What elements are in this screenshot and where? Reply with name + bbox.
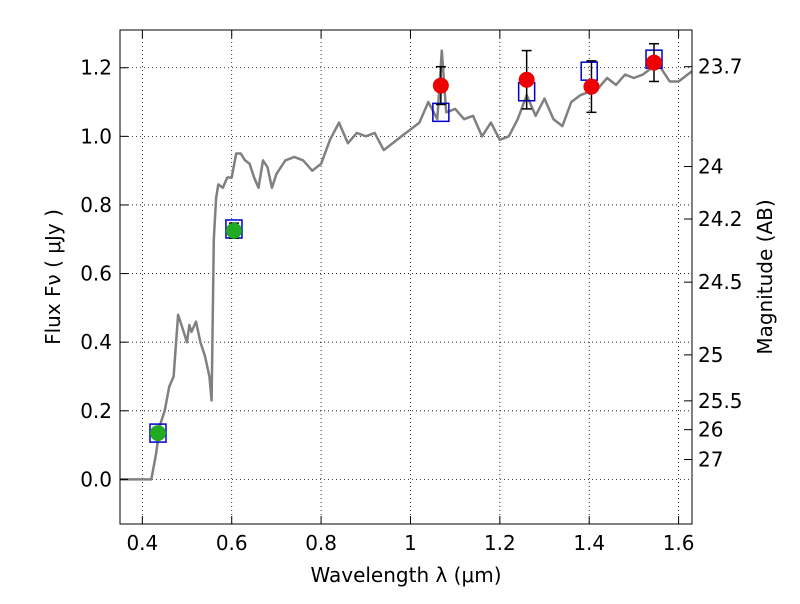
- plot-frame: [119, 29, 693, 525]
- y-tick-label: 0.8: [80, 193, 112, 217]
- data-layer: [120, 42, 693, 481]
- y-axis-label: Flux Fν ( μJy ): [41, 209, 65, 345]
- photometry-point: [646, 54, 663, 71]
- photometry-point: [583, 78, 600, 95]
- y-tick-label: 0.0: [80, 467, 112, 491]
- photometry-point: [432, 77, 449, 94]
- photometry-point: [149, 425, 166, 442]
- y-tick-label: 1.2: [80, 56, 112, 80]
- x-tick-label: 1.4: [573, 531, 605, 555]
- spectrum-line: [120, 49, 693, 481]
- x-tick-label: 0.6: [216, 531, 248, 555]
- y2-tick-label: 26: [698, 418, 723, 442]
- x-tick-label: 1.2: [484, 531, 516, 555]
- y-tick-label: 1.0: [80, 124, 112, 148]
- y2-tick-label: 24.2: [698, 207, 743, 231]
- y-tick-label: 0.6: [80, 262, 112, 286]
- y2-tick-label: 25: [698, 343, 723, 367]
- x-tick-label: 0.8: [305, 531, 337, 555]
- y2-tick-label: 27: [698, 448, 723, 472]
- photometry-point: [518, 71, 535, 88]
- y2-tick-label: 23.7: [698, 55, 743, 79]
- y-tick-label: 0.4: [80, 330, 112, 354]
- photometry-point: [225, 222, 242, 239]
- x-tick-label: 0.4: [126, 531, 158, 555]
- x-tick-label: 1.6: [663, 531, 695, 555]
- y2-tick-label: 24: [698, 155, 723, 179]
- y-tick-label: 0.2: [80, 399, 112, 423]
- y2-axis-label: Magnitude (AB): [753, 199, 777, 354]
- grid-layer: [120, 30, 692, 524]
- y2-tick-label: 24.5: [698, 270, 743, 294]
- y2-tick-label: 25.5: [698, 389, 743, 413]
- x-tick-label: 1: [404, 531, 417, 555]
- x-axis-label: Wavelength λ (μm): [310, 563, 501, 587]
- model-photometry-box: [580, 61, 598, 81]
- tick-layer: 0.4 0.6 0.8 1 1.2 1.4 1.6 0.0 0.2 0.4 0.6 0.8 1.0 1.2…: [80, 30, 743, 555]
